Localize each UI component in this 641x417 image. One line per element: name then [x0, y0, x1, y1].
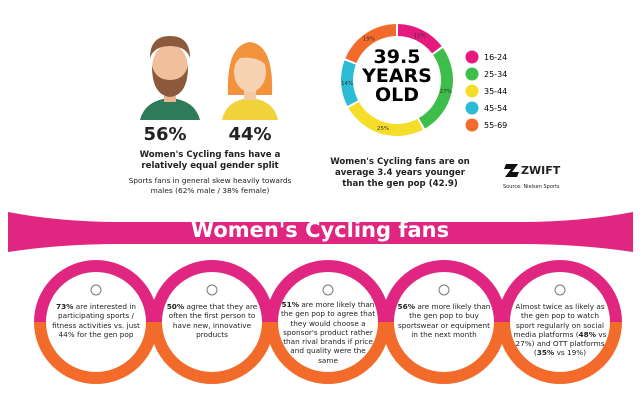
legend-swatch	[465, 50, 479, 64]
legend-swatch	[465, 118, 479, 132]
center-text: YEARS	[361, 65, 432, 87]
highlight: 51%	[281, 300, 300, 309]
legend-swatch	[465, 84, 479, 98]
highlight: 73%	[56, 302, 74, 311]
text: are interested in participating sports /…	[52, 302, 140, 339]
ring-top	[498, 260, 622, 323]
ring-top	[34, 260, 158, 323]
segment-label: 19%	[363, 37, 375, 43]
ring-top	[382, 260, 506, 323]
ring-bottom	[150, 321, 274, 384]
card-text: 73% are interested in participating spor…	[48, 302, 144, 339]
ring-bottom	[266, 321, 390, 384]
donut-segment	[345, 24, 397, 63]
card-text: 56% are more likely than the gen pop to …	[396, 302, 492, 339]
age-caption: Women's Cycling fans are on average 3.4 …	[330, 157, 470, 189]
center-text: OLD	[375, 84, 419, 106]
male-avatar	[140, 36, 200, 120]
highlight: 50%	[166, 302, 185, 311]
banner-shape	[8, 212, 633, 252]
legend-label: 45-54	[484, 104, 507, 113]
center-text: 39.5	[374, 46, 421, 68]
ring-bottom	[34, 321, 158, 384]
segment-label: 15%	[414, 33, 426, 39]
card-text: 51% are more likely than the gen pop to …	[280, 300, 376, 365]
donut-segment	[341, 60, 359, 106]
card-icon	[90, 284, 102, 296]
ring-top	[150, 260, 274, 323]
legend-swatch	[465, 101, 479, 115]
legend-label: 25-34	[484, 70, 507, 79]
donut-segment	[418, 47, 453, 129]
brand-logo: ZWIFT	[521, 164, 561, 177]
legend-label: 35-44	[484, 87, 507, 96]
text: are more likely than the gen pop to agre…	[280, 300, 376, 365]
rings	[34, 260, 622, 384]
text: Almost twice as likely as the gen pop to…	[513, 302, 605, 339]
card-text: 50% agree that they are often the first …	[164, 302, 260, 339]
text: vs 19%)	[554, 348, 587, 358]
male-value: 56%	[143, 124, 187, 145]
card-icon	[554, 284, 566, 296]
legend-label: 55-69	[484, 121, 507, 130]
card-text: Almost twice as likely as the gen pop to…	[512, 302, 608, 358]
zwift-mark	[504, 164, 519, 177]
ring-top	[266, 260, 390, 323]
legend-label: 16-24	[484, 53, 507, 62]
banner-title: Women's Cycling fans	[190, 218, 450, 242]
female-avatar	[222, 42, 278, 120]
segment-label: 14%	[341, 81, 353, 87]
segment-label: 27%	[440, 89, 452, 95]
donut-segment	[397, 24, 442, 54]
highlight: 56%	[397, 302, 416, 311]
text: are more likely than the gen pop to buy …	[397, 302, 491, 339]
card-icon	[438, 284, 450, 296]
female-value: 44%	[228, 124, 272, 145]
ring-bottom	[498, 321, 622, 384]
card-icon	[206, 284, 218, 296]
source: Source: Nielsen Sports	[503, 184, 560, 190]
highlight: 35%	[536, 348, 555, 358]
ring-bottom	[382, 321, 506, 384]
gender-note: Sports fans in general skew heavily towa…	[128, 176, 292, 195]
text: vs 27%) and OTT platforms (	[515, 329, 607, 358]
segment-label: 25%	[377, 126, 389, 132]
legend-swatch	[465, 67, 479, 81]
gender-caption: Women's Cycling fans have a relatively e…	[139, 150, 281, 171]
text: agree that they are often the first pers…	[168, 302, 258, 339]
card-icon	[322, 284, 334, 296]
donut-segment	[348, 101, 423, 137]
highlight: 48%	[578, 329, 597, 339]
